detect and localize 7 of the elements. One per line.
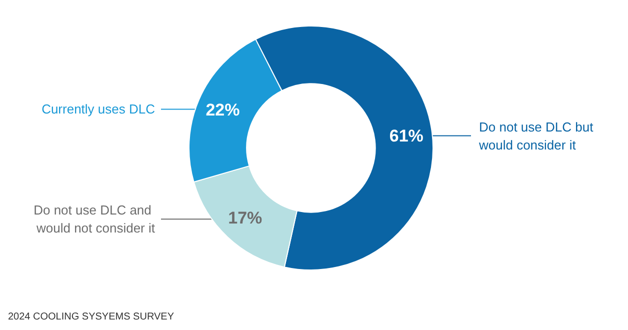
data-label: 22% bbox=[206, 100, 240, 120]
slice-label: Do not use DLC but would consider it bbox=[478, 119, 597, 152]
slice-label: Do not use DLC and would not consider it bbox=[34, 202, 156, 236]
slice-label: Currently uses DLC bbox=[42, 102, 155, 117]
data-label: 61% bbox=[389, 126, 424, 146]
data-label: 17% bbox=[228, 208, 262, 228]
text: 2024 COOLING SYSYEMS SURVEY bbox=[8, 312, 174, 322]
